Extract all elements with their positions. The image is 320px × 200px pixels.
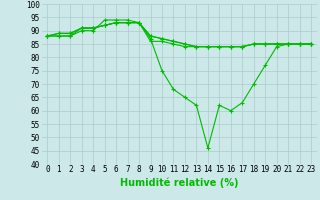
X-axis label: Humidité relative (%): Humidité relative (%) bbox=[120, 177, 238, 188]
